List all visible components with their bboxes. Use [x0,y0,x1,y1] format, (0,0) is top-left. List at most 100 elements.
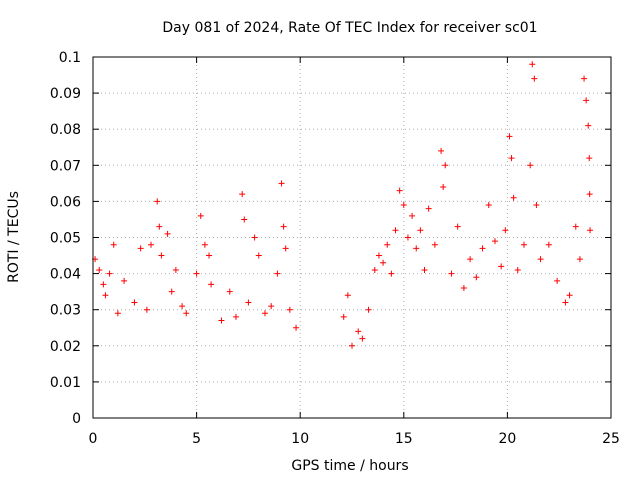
data-point [454,223,461,230]
axis-ticks [92,56,612,419]
y-tick-label: 0.08 [50,122,81,138]
data-point [572,223,579,230]
chart-title: Day 081 of 2024, Rate Of TEC Index for r… [162,20,537,36]
x-tick-labels: 0 5 10 15 20 25 [89,431,620,447]
data-point [282,245,289,252]
data-point [131,299,138,306]
y-tick-label: 0.07 [50,158,81,174]
y-tick-label: 0.06 [50,194,81,210]
y-tick-label: 0.04 [50,267,81,283]
data-point [110,241,117,248]
data-point [172,266,179,273]
data-point [576,256,583,263]
data-point [143,306,150,313]
data-point [581,75,588,82]
data-point [280,223,287,230]
data-point [554,277,561,284]
data-point [232,313,239,320]
data-point [440,183,447,190]
grid-lines [93,57,611,418]
x-tick-label: 5 [192,431,201,447]
data-point [293,324,300,331]
data-point [193,270,200,277]
data-point [274,270,281,277]
data-point [375,252,382,259]
x-tick-label: 10 [291,431,309,447]
data-point [537,256,544,263]
data-point [96,266,103,273]
data-point [545,241,552,248]
data-point [148,241,155,248]
data-point [154,198,161,205]
data-point [425,205,432,212]
data-point [241,216,248,223]
data-point [583,97,590,104]
data-point [218,317,225,324]
data-point [404,234,411,241]
data-point [344,292,351,299]
data-point [479,245,486,252]
data-point [400,202,407,209]
x-tick-label: 15 [395,431,413,447]
x-tick-label: 20 [498,431,516,447]
data-point [349,342,355,349]
data-point [179,303,186,310]
data-point [431,241,438,248]
data-point [413,245,420,252]
y-axis-label: ROTI / TECUs [6,191,22,283]
data-point [498,263,505,270]
y-tick-label: 0.02 [50,339,81,355]
data-point [355,328,362,335]
y-tick-label: 0.05 [50,231,81,247]
data-point [114,310,121,317]
data-point [226,288,233,295]
data-point [510,194,517,201]
data-point [380,259,387,266]
y-tick-labels: 0 0.01 0.02 0.03 0.04 0.05 0.06 0.07 0.08 0.09 0.1 [50,50,81,427]
data-point [527,162,534,169]
data-point [586,155,593,162]
data-point [388,270,395,277]
data-point [529,61,536,68]
data-point [201,241,208,248]
data-point [473,274,480,281]
y-tick-label: 0 [72,411,81,427]
data-point [156,223,163,230]
data-point [442,162,449,169]
data-point [467,256,474,263]
data-point [168,288,175,295]
data-point [421,266,428,273]
data-point [520,241,527,248]
data-point [206,252,213,259]
data-point [106,270,113,277]
data-point [506,133,513,140]
x-axis-label: GPS time / hours [291,458,408,474]
data-point [396,187,403,194]
data-point [239,191,246,198]
data-point [392,227,399,234]
data-point [121,277,128,284]
data-point [533,202,540,209]
data-point [197,212,204,219]
data-points [92,61,594,349]
x-tick-label: 25 [602,431,620,447]
data-point [245,299,252,306]
data-point [585,122,592,129]
data-point [102,292,109,299]
data-point [409,212,416,219]
data-point [100,281,107,288]
data-point [491,238,498,245]
x-tick-label: 0 [89,431,98,447]
data-point [531,75,538,82]
data-point [514,266,521,273]
data-point [255,252,262,259]
data-point [566,292,573,299]
data-point [485,202,492,209]
data-point [562,299,569,306]
data-point [460,285,467,292]
y-tick-label: 0.1 [59,50,81,66]
data-point [359,335,366,342]
data-point [278,180,285,187]
data-point [261,310,268,317]
